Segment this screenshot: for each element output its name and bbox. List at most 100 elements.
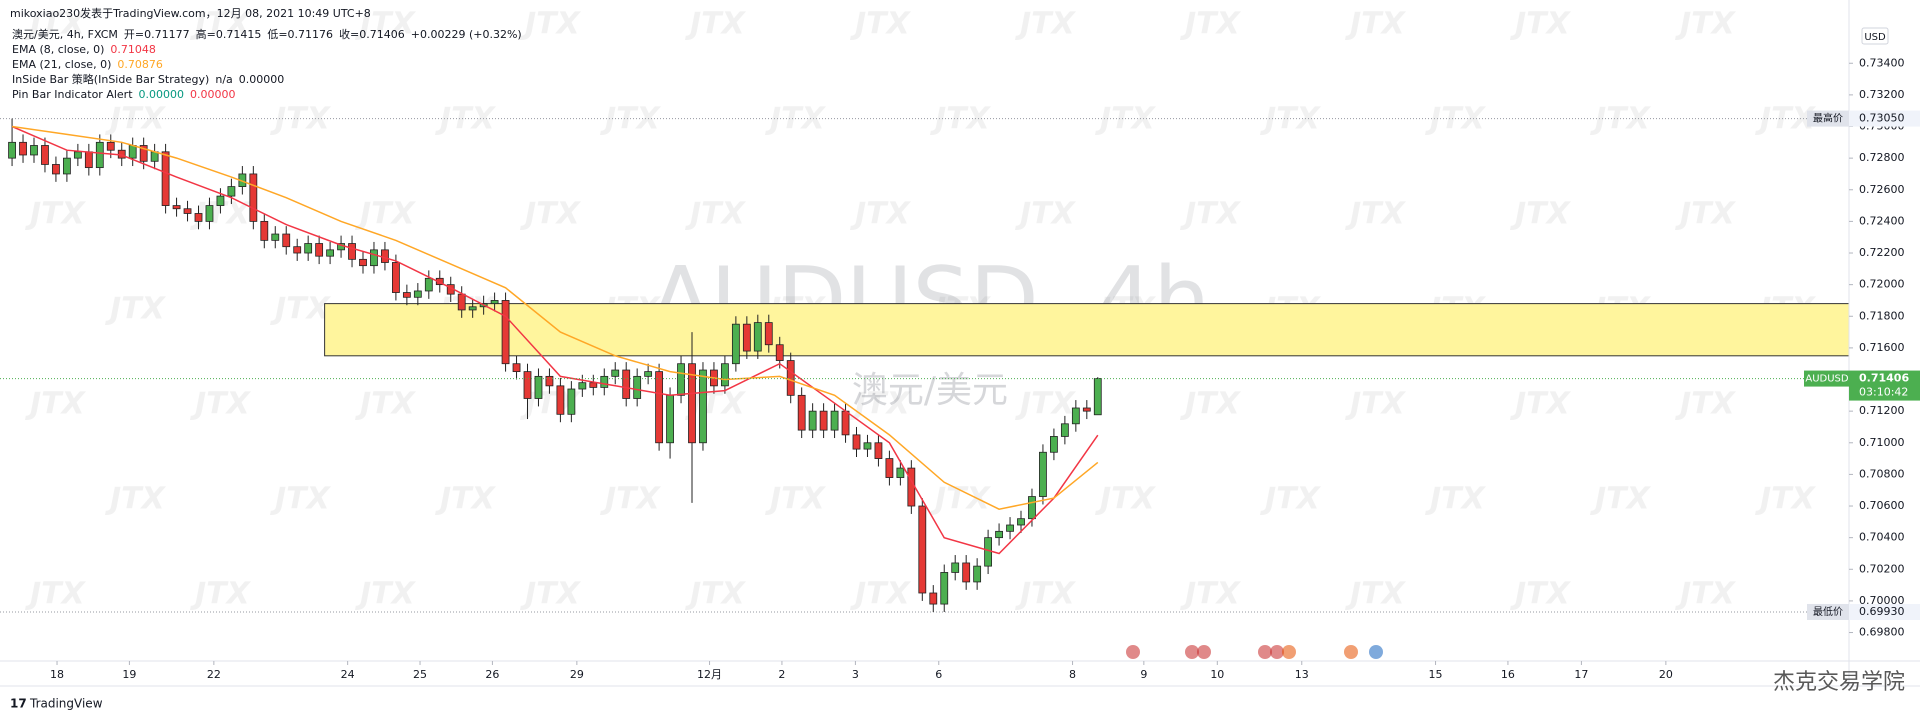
tv-logo[interactable]: 17: [10, 697, 27, 711]
candle-body: [161, 151, 170, 206]
author-line: mikoxiao230发表于TradingView.com，12月 08, 20…: [10, 6, 371, 20]
symbol-watermark-sub: 澳元/美元: [852, 370, 1008, 411]
jtx-watermark: JTX: [1345, 387, 1407, 422]
ohlc-value: 低=0.71176: [267, 28, 333, 41]
candle-body: [490, 300, 499, 305]
candle-body: [1071, 407, 1080, 425]
x-tick-label: 13: [1295, 668, 1309, 681]
y-tick-label: 0.72200: [1859, 246, 1905, 259]
jtx-watermark: JTX: [850, 577, 912, 612]
jtx-watermark: JTX: [1015, 387, 1077, 422]
x-tick-label: 17: [1574, 668, 1588, 681]
candle-body: [819, 410, 828, 431]
candle-body: [41, 145, 49, 165]
indicator-value: 0.00000: [239, 73, 285, 86]
y-tick-label: 0.70200: [1859, 562, 1905, 575]
candle-body: [688, 363, 696, 444]
jtx-watermark: JTX: [1345, 197, 1407, 232]
jtx-watermark: JTX: [1510, 577, 1572, 612]
jtx-watermark: JTX: [1675, 387, 1737, 422]
legend-row: InSide Bar 策略(InSide Bar Strategy) n/a 0.0…: [12, 72, 284, 86]
x-tick-label: 8: [1069, 668, 1076, 681]
brand[interactable]: TradingView: [29, 697, 103, 711]
candle-body: [885, 458, 894, 478]
x-tick-label: 20: [1659, 668, 1673, 681]
candle-body: [578, 382, 587, 390]
indicator-value: 0.70876: [117, 58, 163, 71]
x-tick-label: 24: [341, 668, 355, 681]
candle-body: [84, 151, 93, 169]
jtx-watermark: JTX: [685, 577, 747, 612]
candle-body: [95, 141, 104, 169]
price-line-value: 0.69930: [1859, 605, 1905, 618]
y-tick-label: 0.71800: [1859, 309, 1905, 322]
candle-body: [874, 442, 883, 459]
zone: [324, 303, 1850, 357]
candle-body: [413, 290, 422, 298]
jtx-watermark: JTX: [270, 482, 332, 517]
candle-body: [644, 371, 653, 377]
candle-body: [304, 243, 313, 254]
candle-body: [929, 592, 938, 605]
x-tick-label: 22: [207, 668, 221, 681]
ohlc-value: 开=0.71177: [124, 28, 190, 41]
jtx-watermark: JTX: [25, 577, 87, 612]
candle-body: [348, 243, 356, 260]
candle-body: [249, 173, 258, 222]
candle-body: [194, 213, 203, 222]
candle-body: [523, 371, 532, 399]
candle-body: [512, 363, 521, 373]
candle-body: [753, 322, 762, 352]
candle-body: [1028, 496, 1036, 520]
y-tick-label: 0.70000: [1859, 594, 1905, 607]
candle-body: [1039, 451, 1047, 497]
candle-body: [216, 195, 225, 206]
y-tick-label: 0.72600: [1859, 183, 1905, 196]
plot: [0, 118, 1850, 613]
candle-body: [600, 375, 609, 388]
jtx-watermark: JTX: [1180, 197, 1242, 232]
candle-body: [984, 537, 993, 567]
x-tick-label: 15: [1429, 668, 1443, 681]
currency-box[interactable]: [1861, 27, 1889, 45]
x-tick-label: 18: [50, 668, 64, 681]
jtx-watermark: JTX: [1675, 7, 1737, 42]
candle-body: [370, 249, 378, 267]
candle-body: [381, 249, 389, 263]
jtx-watermark: JTX: [520, 197, 582, 232]
jtx-watermark: JTX: [25, 387, 87, 422]
jtx-watermark: JTX: [105, 482, 167, 517]
last-price-symbol: AUDUSD: [1805, 374, 1849, 385]
y-tick-label: 0.72000: [1859, 278, 1905, 291]
y-tick-label: 0.73200: [1859, 88, 1905, 101]
legend-row: 澳元/美元, 4h, FXCM 开=0.71177 高=0.71415 低=0.711…: [12, 27, 522, 41]
jtx-watermark: JTX: [355, 577, 417, 612]
indicator-value: 0.71048: [110, 43, 156, 56]
candle-body: [106, 141, 115, 151]
ema-line: [11, 125, 1099, 510]
x-tick-label: 26: [485, 668, 499, 681]
indicator-name: EMA (8, close, 0): [12, 43, 104, 56]
indicator-name: EMA (21, close, 0): [12, 58, 111, 71]
jtx-watermark: JTX: [355, 197, 417, 232]
price-line-tag: [1807, 603, 1849, 620]
indicator-name: Pin Bar Indicator Alert: [12, 88, 133, 101]
currency: USD: [1864, 32, 1886, 43]
x-tick-label: 3: [852, 668, 859, 681]
x-tick-label: 16: [1501, 668, 1515, 681]
jtx-watermark: JTX: [1015, 7, 1077, 42]
candle-body: [556, 385, 565, 415]
candle-body: [940, 572, 949, 605]
candle-body: [1093, 378, 1102, 416]
jtx-watermark: JTX: [355, 7, 417, 42]
candle-body: [699, 369, 707, 444]
jtx-watermark: JTX: [355, 387, 417, 422]
jtx-watermark: JTX: [1095, 482, 1157, 517]
jtx-watermark: JTX: [685, 7, 747, 42]
candle-body: [183, 208, 192, 214]
y-tick-label: 0.71200: [1859, 404, 1905, 417]
y-tick-label: 0.70400: [1859, 531, 1905, 544]
candle-body: [359, 258, 367, 267]
legend-row: Pin Bar Indicator Alert 0.00000 0.00000: [12, 88, 236, 101]
candle-body: [1050, 436, 1058, 453]
